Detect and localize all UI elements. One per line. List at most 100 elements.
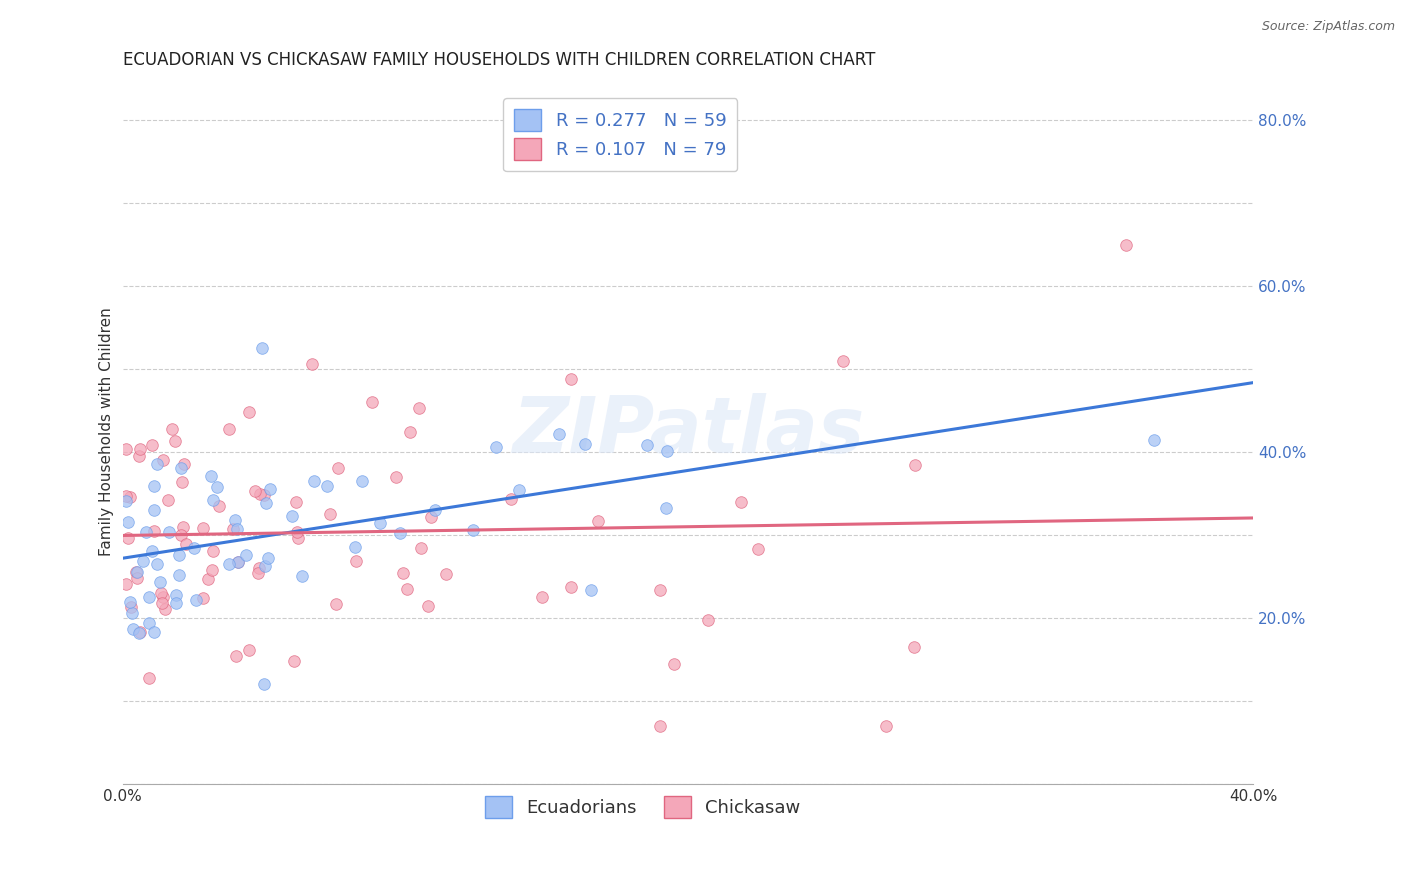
Point — [419, 509, 441, 524]
Point — [118, 491, 141, 505]
Point — [560, 580, 582, 594]
Point — [425, 503, 447, 517]
Point — [114, 489, 136, 503]
Point — [153, 602, 176, 616]
Point — [114, 442, 136, 456]
Point — [343, 540, 366, 554]
Point — [280, 508, 302, 523]
Point — [1115, 237, 1137, 252]
Point — [170, 475, 193, 490]
Point — [391, 566, 413, 580]
Point — [586, 514, 609, 528]
Point — [167, 548, 190, 562]
Point — [201, 562, 224, 576]
Point — [224, 513, 246, 527]
Point — [125, 566, 148, 580]
Point — [547, 426, 569, 441]
Point — [259, 482, 281, 496]
Point — [127, 565, 149, 579]
Point — [135, 524, 157, 539]
Point — [285, 525, 308, 540]
Point — [418, 599, 440, 613]
Point — [146, 457, 169, 471]
Point — [360, 395, 382, 409]
Point — [226, 555, 249, 569]
Point — [657, 444, 679, 458]
Point — [247, 561, 270, 575]
Point — [221, 522, 243, 536]
Point — [141, 437, 163, 451]
Point — [201, 544, 224, 558]
Point — [149, 574, 172, 589]
Point — [150, 586, 173, 600]
Point — [250, 341, 273, 355]
Point — [138, 591, 160, 605]
Point — [287, 531, 309, 545]
Point — [238, 405, 260, 419]
Point — [120, 594, 142, 608]
Point — [389, 526, 412, 541]
Point — [316, 479, 339, 493]
Point — [173, 458, 195, 472]
Text: ECUADORIAN VS CHICKASAW FAMILY HOUSEHOLDS WITH CHILDREN CORRELATION CHART: ECUADORIAN VS CHICKASAW FAMILY HOUSEHOLD… — [122, 51, 875, 69]
Point — [165, 596, 187, 610]
Point — [246, 566, 269, 581]
Point — [530, 591, 553, 605]
Point — [184, 592, 207, 607]
Point — [145, 557, 167, 571]
Point — [117, 516, 139, 530]
Point — [253, 488, 276, 502]
Point — [152, 590, 174, 604]
Point — [368, 516, 391, 530]
Point — [128, 624, 150, 639]
Point — [730, 495, 752, 509]
Point — [150, 596, 173, 610]
Point — [238, 643, 260, 657]
Point — [249, 487, 271, 501]
Point — [125, 571, 148, 585]
Point — [141, 544, 163, 558]
Y-axis label: Family Households with Children: Family Households with Children — [100, 307, 114, 556]
Point — [172, 520, 194, 534]
Point — [302, 474, 325, 488]
Point — [579, 582, 602, 597]
Point — [325, 597, 347, 611]
Point — [508, 483, 530, 497]
Point — [218, 421, 240, 435]
Point — [385, 470, 408, 484]
Point — [399, 425, 422, 439]
Point — [904, 458, 927, 473]
Point — [143, 479, 166, 493]
Point — [243, 484, 266, 499]
Point — [499, 492, 522, 507]
Text: ZIPatlas: ZIPatlas — [512, 393, 865, 469]
Point — [129, 442, 152, 456]
Point — [122, 622, 145, 636]
Point — [143, 503, 166, 517]
Point — [132, 554, 155, 568]
Point — [253, 677, 276, 691]
Point — [121, 606, 143, 620]
Point — [128, 449, 150, 463]
Point — [142, 524, 165, 538]
Point — [254, 496, 277, 510]
Point — [225, 648, 247, 663]
Point — [253, 559, 276, 574]
Point — [191, 521, 214, 535]
Text: Source: ZipAtlas.com: Source: ZipAtlas.com — [1261, 20, 1395, 33]
Point — [875, 719, 897, 733]
Point — [115, 493, 138, 508]
Point — [228, 555, 250, 569]
Point — [654, 500, 676, 515]
Point — [434, 566, 457, 581]
Point — [291, 569, 314, 583]
Point — [225, 522, 247, 536]
Point — [344, 554, 367, 568]
Point — [170, 461, 193, 475]
Point — [174, 537, 197, 551]
Point — [207, 480, 229, 494]
Point — [1143, 433, 1166, 447]
Point — [114, 577, 136, 591]
Point — [396, 582, 419, 596]
Point — [165, 589, 187, 603]
